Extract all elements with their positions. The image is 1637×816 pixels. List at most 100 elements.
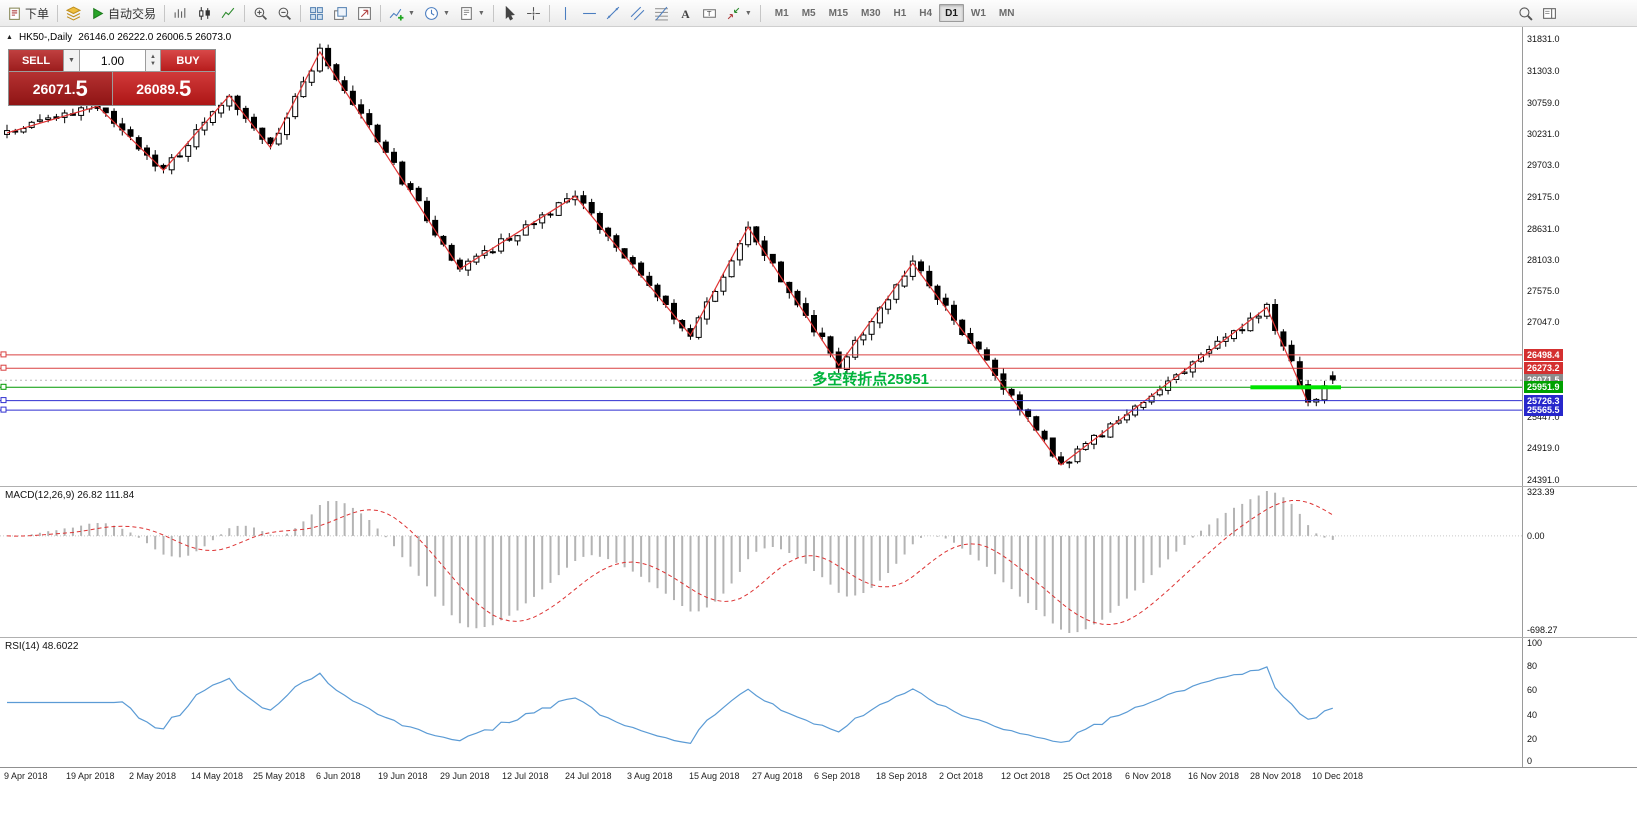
candle [712, 291, 719, 302]
candle [358, 104, 365, 114]
candlestick-chart-button[interactable] [193, 2, 216, 24]
timeframe-m30-button[interactable]: M30 [861, 7, 881, 19]
line-anchor-marker[interactable] [0, 351, 7, 358]
line-chart-button[interactable] [217, 2, 240, 24]
fibonacci-button[interactable] [650, 2, 673, 24]
candle [1288, 344, 1295, 362]
price-tick-label: 27047.0 [1527, 317, 1560, 327]
timeframe-h4-button[interactable]: H4 [919, 7, 933, 19]
timeframe-m5-button[interactable]: M5 [801, 7, 816, 19]
price-tick-label: 25447.0 [1527, 412, 1560, 422]
candle [868, 321, 875, 335]
vertical-line-button[interactable] [554, 2, 577, 24]
candle [415, 187, 422, 202]
autotrading-button[interactable]: 自动交易 [86, 2, 160, 24]
toolbar-separator [492, 4, 494, 22]
stepper-up-icon: ▲ [150, 53, 156, 60]
candle [407, 183, 414, 191]
indicators-button[interactable]: ▼ [385, 2, 419, 24]
rsi-plot[interactable]: RSI(14) 48.6022 [0, 638, 1522, 767]
periods-button[interactable]: ▼ [420, 2, 454, 24]
svg-text:T: T [707, 9, 712, 18]
sell-price-button[interactable]: 26071. 5 [9, 72, 112, 105]
timeframe-m15-button[interactable]: M15 [828, 7, 849, 19]
volume-input[interactable]: 1.00 [80, 50, 145, 71]
timeframe-mn-button[interactable]: MN [998, 7, 1015, 19]
label-icon: T [702, 9, 716, 18]
date-label: 14 May 2018 [191, 771, 244, 781]
price-level-tag: 26498.4 [1524, 349, 1563, 361]
candle [366, 113, 373, 126]
line-anchor-marker[interactable] [0, 383, 7, 390]
trendline-button[interactable] [602, 2, 625, 24]
text-button[interactable]: A [674, 2, 697, 24]
price-chart-row: ▲ HK50-,Daily 26146.0 26222.0 26006.5 26… [0, 27, 1637, 487]
quick-panel-button[interactable] [1538, 2, 1561, 24]
rsi-tick-label: 20 [1527, 734, 1538, 744]
zoom-in-button[interactable] [249, 2, 272, 24]
horizontal-line-button[interactable] [578, 2, 601, 24]
candle [1049, 437, 1056, 457]
channel-button[interactable] [626, 2, 649, 24]
rsi-tick-label: 100 [1527, 638, 1543, 648]
zigzag-line[interactable] [6, 50, 1309, 466]
date-label: 24 Jul 2018 [565, 771, 612, 781]
time-axis[interactable]: 9 Apr 2018 19 Apr 2018 2 May 2018 14 May 20… [0, 768, 1637, 794]
timeframe-d1-button[interactable]: D1 [939, 4, 964, 22]
arrows-button[interactable]: ▼ [722, 2, 756, 24]
line-anchor-marker[interactable] [0, 364, 7, 371]
charts-stack-button[interactable] [62, 2, 85, 24]
line-anchor-marker[interactable] [0, 406, 7, 413]
toolbar-separator [244, 4, 246, 22]
price-chart-plot[interactable]: ▲ HK50-,Daily 26146.0 26222.0 26006.5 26… [0, 27, 1522, 486]
order-type-dropdown[interactable]: ▼ [64, 50, 79, 71]
cursor-button[interactable] [498, 2, 521, 24]
stepper-down-icon: ▼ [150, 60, 156, 67]
price-tick-label: 28631.0 [1527, 224, 1560, 234]
price-tick-label: 30231.0 [1527, 129, 1560, 139]
volume-stepper[interactable]: ▲ ▼ [146, 50, 160, 71]
candle [852, 339, 859, 358]
timeframe-m1-button[interactable]: M1 [774, 7, 789, 19]
candle [284, 117, 290, 136]
cascade-icon [334, 6, 347, 20]
candle [1329, 375, 1336, 381]
search-button[interactable] [1514, 2, 1537, 24]
timeframe-w1-button[interactable]: W1 [970, 7, 986, 19]
macd-axis[interactable]: 323.39 0.00 -698.27 [1522, 487, 1637, 637]
zoom-out-button[interactable] [273, 2, 296, 24]
line-anchor-marker[interactable] [0, 397, 7, 404]
sell-button[interactable]: SELL [9, 50, 63, 71]
level-highlight-segment[interactable] [1250, 385, 1341, 390]
chevron-down-icon: ▼ [477, 9, 485, 17]
candle [901, 275, 908, 287]
expand-triangle-icon[interactable]: ▲ [6, 34, 13, 41]
candle [102, 107, 109, 114]
macd-tick-label: 0.00 [1527, 531, 1545, 541]
candle [769, 253, 776, 264]
candle [629, 257, 636, 265]
new-order-button[interactable]: 下单 [3, 2, 53, 24]
date-label: 12 Oct 2018 [1001, 771, 1051, 781]
candle [703, 301, 710, 320]
cascade-windows-button[interactable] [329, 2, 352, 24]
rsi-tick-label: 80 [1527, 661, 1538, 671]
buy-price-main: 26089. [136, 80, 180, 97]
crosshair-button[interactable] [522, 2, 545, 24]
buy-price-button[interactable]: 26089. 5 [112, 72, 215, 105]
bar-chart-button[interactable] [169, 2, 192, 24]
date-label: 12 Jul 2018 [502, 771, 549, 781]
pivot-annotation[interactable]: 多空转折点25951 [812, 370, 929, 388]
timeframe-h1-button[interactable]: H1 [893, 7, 907, 19]
rsi-axis[interactable]: 100 80 60 40 20 0 [1522, 638, 1637, 767]
candles-icon [199, 6, 210, 20]
candle [349, 90, 356, 105]
candle [720, 276, 727, 292]
tile-windows-button[interactable] [305, 2, 328, 24]
label-button[interactable]: T [698, 2, 721, 24]
macd-plot[interactable]: MACD(12,26,9) 26.82 111.84 [0, 487, 1522, 637]
price-axis[interactable]: 31831.0 31303.0 30759.0 30231.0 29703.0 29175… [1522, 27, 1637, 486]
arrange-windows-button[interactable] [353, 2, 376, 24]
templates-button[interactable]: ▼ [455, 2, 489, 24]
buy-button[interactable]: BUY [161, 50, 215, 71]
